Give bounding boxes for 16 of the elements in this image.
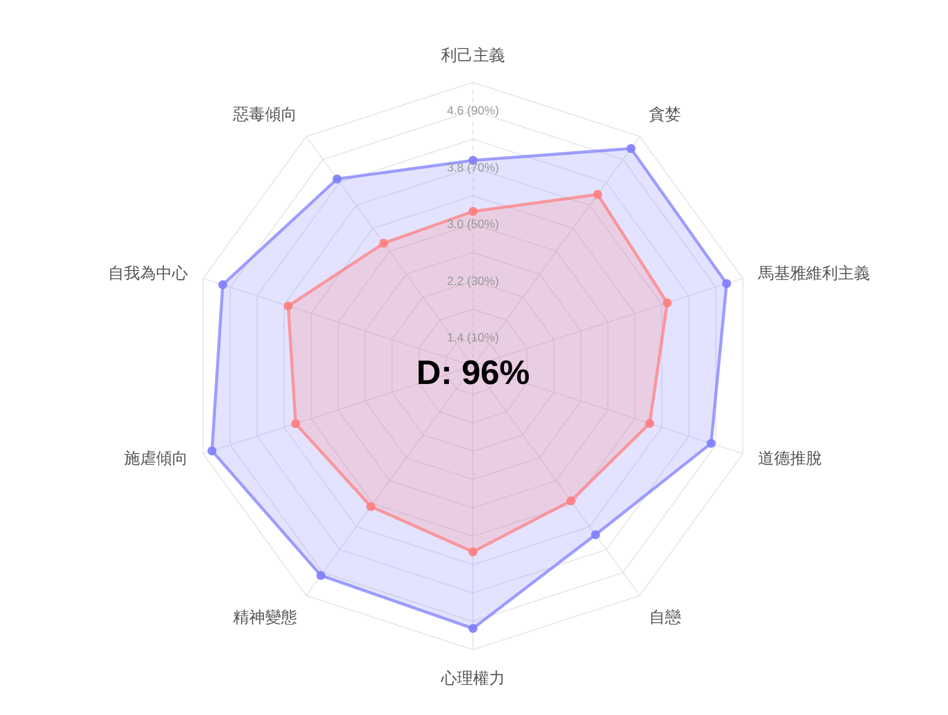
y-tick-label: 3.8 (70%) — [446, 160, 500, 174]
y-tick-label: 3.0 (50%) — [446, 217, 500, 232]
y-tick-label: 1.4 (10%) — [446, 330, 500, 345]
y-tick-label: 2.2 (30%) — [446, 274, 500, 288]
spoke-label: 自戀 — [649, 608, 682, 626]
spoke-label: 道德推脫 — [758, 450, 822, 468]
spoke-label: 自我為中心 — [108, 264, 188, 282]
text: D: 96% — [416, 354, 530, 392]
spoke-label: 精神變態 — [232, 608, 297, 626]
spoke-label: 心理權力 — [440, 670, 505, 688]
spoke-label: 惡毒傾向 — [232, 106, 297, 124]
y-tick-label: 4.6 (90%) — [446, 104, 500, 118]
spoke-label: 馬基雅維利主義 — [757, 264, 870, 282]
spoke-label: 利己主義 — [441, 46, 505, 64]
spoke-label: 貪婪 — [649, 106, 682, 124]
spoke-label: 施虐傾向 — [124, 450, 188, 468]
